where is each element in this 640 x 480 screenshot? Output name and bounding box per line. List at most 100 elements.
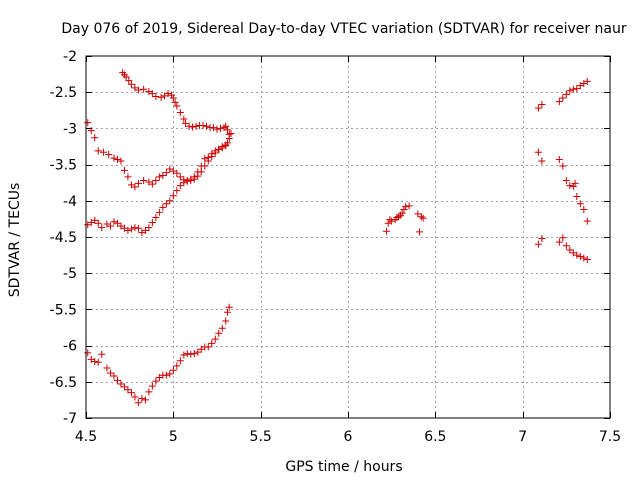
data-point — [417, 213, 425, 221]
data-point — [190, 350, 198, 358]
data-point — [105, 150, 113, 158]
data-point — [197, 162, 205, 170]
grid-lines — [86, 56, 610, 418]
data-point — [98, 224, 106, 232]
data-point — [84, 349, 92, 357]
data-point — [152, 377, 160, 385]
data-point — [124, 386, 132, 394]
data-point — [152, 177, 160, 185]
data-point — [159, 203, 167, 211]
data-point — [176, 173, 184, 181]
series-arc-mid — [84, 141, 230, 237]
data-point — [176, 182, 184, 190]
data-point — [169, 366, 177, 374]
data-point — [583, 217, 591, 225]
data-point — [571, 179, 579, 187]
data-point — [94, 219, 102, 227]
data-point — [113, 219, 121, 227]
data-point — [124, 173, 132, 181]
data-point — [98, 350, 106, 358]
data-point — [120, 166, 128, 174]
data-point — [122, 73, 130, 81]
data-point — [141, 396, 149, 404]
data-markers — [84, 69, 591, 407]
data-point — [168, 91, 176, 99]
data-point — [152, 213, 160, 221]
data-point — [162, 169, 170, 177]
data-point — [159, 171, 167, 179]
data-point — [414, 210, 422, 218]
data-point — [194, 168, 202, 176]
data-point — [566, 182, 574, 190]
data-point — [124, 226, 132, 234]
data-point — [218, 143, 226, 150]
plot-frame — [85, 55, 611, 419]
data-point — [225, 303, 233, 311]
data-point — [162, 200, 170, 208]
data-point — [190, 173, 198, 181]
data-point — [218, 324, 226, 332]
x-axis-label: GPS time / hours — [285, 459, 402, 475]
data-point — [562, 90, 570, 98]
data-point — [189, 123, 197, 131]
data-point — [171, 98, 179, 106]
data-point — [222, 317, 230, 325]
data-point — [576, 253, 584, 261]
data-point — [208, 339, 216, 347]
data-point — [215, 145, 223, 153]
data-point — [199, 122, 207, 130]
data-point — [117, 157, 125, 165]
data-point — [211, 147, 219, 155]
x-tick-label: 7.5 — [599, 429, 621, 445]
series-arc-low — [84, 303, 233, 407]
data-point — [573, 85, 581, 93]
data-point — [222, 141, 230, 149]
data-point — [223, 126, 231, 134]
data-point — [173, 187, 181, 195]
x-tick-label: 7 — [518, 429, 527, 445]
data-point — [183, 350, 191, 358]
data-point — [131, 393, 139, 401]
data-point — [169, 94, 177, 102]
data-point — [176, 108, 184, 116]
data-point — [211, 335, 219, 343]
data-point — [569, 182, 577, 190]
series-descend-7.1 — [534, 148, 591, 225]
y-tick-label: -6 — [63, 339, 77, 355]
data-point — [225, 135, 233, 143]
data-point — [227, 129, 235, 137]
data-point — [538, 101, 546, 109]
data-point — [120, 383, 128, 391]
data-point — [141, 226, 149, 234]
y-tick-label: -2.5 — [50, 85, 77, 101]
data-point — [194, 348, 202, 356]
data-point — [203, 122, 211, 130]
data-point — [91, 134, 99, 142]
data-point — [134, 179, 142, 187]
data-point — [140, 177, 148, 185]
data-point — [559, 162, 567, 170]
data-point — [169, 192, 177, 200]
data-point — [134, 86, 142, 94]
data-point — [140, 85, 148, 93]
data-point — [166, 370, 174, 378]
data-point — [398, 209, 406, 217]
data-point — [145, 388, 153, 396]
data-point — [580, 205, 588, 213]
tick-labels: 4.5 5 5.5 6 6.5 7 7.5 -7 -6.5 -6 -5.5 -5 -4.5 -4 -3.5 -… — [50, 49, 621, 445]
data-point — [182, 119, 190, 127]
data-point — [134, 399, 142, 407]
x-tick-label: 4.5 — [75, 429, 97, 445]
data-point — [576, 200, 584, 208]
data-point — [148, 90, 156, 98]
data-point — [400, 205, 408, 213]
data-point — [538, 234, 546, 242]
data-point — [155, 173, 163, 181]
data-point — [94, 358, 102, 366]
data-point — [157, 93, 165, 101]
data-point — [125, 77, 133, 85]
data-point — [395, 213, 403, 221]
data-point — [173, 102, 181, 110]
data-point — [148, 180, 156, 188]
data-point — [152, 93, 160, 101]
